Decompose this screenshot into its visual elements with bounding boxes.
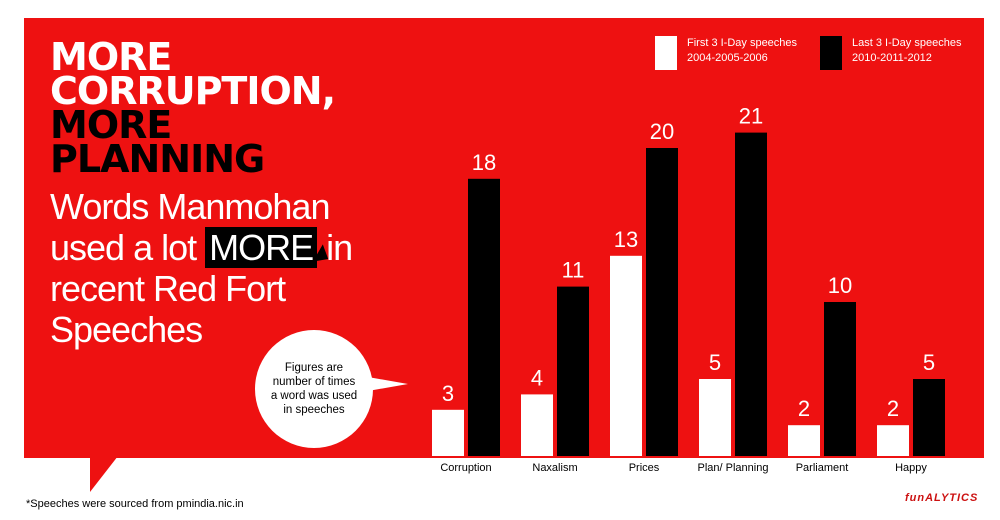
value-label-happy-first: 2 <box>887 396 899 421</box>
subtitle-part-2: in recent Red Fort Speeches <box>50 227 353 350</box>
bar-happy-last <box>913 379 945 456</box>
legend-years-first: 2004-2005-2006 <box>687 52 768 64</box>
category-label-plan-planning: Plan/ Planning <box>698 462 769 474</box>
bar-parliament-first <box>788 425 820 456</box>
category-label-happy: Happy <box>895 462 927 474</box>
bar-corruption-last <box>468 178 500 457</box>
bar-plan-planning-last <box>735 132 767 456</box>
value-label-prices-last: 20 <box>650 119 674 144</box>
headline-line-1: MORE <box>50 35 172 79</box>
value-label-plan-planning-first: 5 <box>709 350 721 375</box>
bar-corruption-first <box>432 409 464 456</box>
value-label-parliament-last: 10 <box>828 273 852 298</box>
value-label-happy-last: 5 <box>923 350 935 375</box>
headline-line-4: PLANNING <box>50 137 265 181</box>
legend-item-first: First 3 I-Day speeches 2004-2005-2006 <box>655 36 817 70</box>
legend-swatch-last <box>820 36 842 70</box>
bar-plan-planning-first <box>699 379 731 456</box>
legend-name-first: First 3 I-Day speeches <box>687 37 798 49</box>
bar-happy-first <box>877 425 909 456</box>
subtitle-highlight: MORE <box>205 227 318 268</box>
category-label-corruption: Corruption <box>440 462 491 474</box>
value-label-plan-planning-last: 21 <box>739 104 763 129</box>
note-text: Figures are number of times a word was u… <box>270 362 358 416</box>
value-label-corruption-last: 18 <box>472 150 496 175</box>
subtitle: Words Manmohan used a lot MORE in recent… <box>50 186 380 350</box>
category-label-prices: Prices <box>629 462 660 474</box>
legend-years-last: 2010-2011-2012 <box>852 52 932 64</box>
category-label-naxalism: Naxalism <box>532 462 577 474</box>
value-label-corruption-first: 3 <box>442 381 454 406</box>
legend-label-last: Last 3 I-Day speeches 2010-2011-2012 <box>852 36 982 66</box>
bar-prices-last <box>646 148 678 456</box>
source-footnote: *Speeches were sourced from pmindia.nic.… <box>26 498 244 510</box>
value-label-naxalism-first: 4 <box>531 365 543 390</box>
category-label-parliament: Parliament <box>796 462 849 474</box>
note-bubble-pointer <box>368 377 408 391</box>
subtitle-part-1: Words Manmohan used a lot <box>50 186 330 268</box>
bar-naxalism-first <box>521 394 553 456</box>
legend-label-first: First 3 I-Day speeches 2004-2005-2006 <box>687 36 817 66</box>
bar-prices-first <box>610 255 642 456</box>
brand-logo: funALYTICS <box>905 492 979 504</box>
value-label-naxalism-last: 11 <box>562 258 585 283</box>
bar-naxalism-last <box>557 286 589 456</box>
note-bubble: Figures are number of times a word was u… <box>255 330 373 448</box>
legend-name-last: Last 3 I-Day speeches <box>852 37 962 49</box>
legend-item-last: Last 3 I-Day speeches 2010-2011-2012 <box>820 36 982 70</box>
headline: MORE CORRUPTION, MORE PLANNING <box>50 35 336 181</box>
value-label-parliament-first: 2 <box>798 396 810 421</box>
speech-tail <box>90 456 118 492</box>
headline-line-3: MORE <box>50 103 172 147</box>
legend-swatch-first <box>655 36 677 70</box>
headline-line-2: CORRUPTION, <box>50 69 336 113</box>
value-label-prices-first: 13 <box>614 227 638 252</box>
bar-parliament-last <box>824 302 856 456</box>
